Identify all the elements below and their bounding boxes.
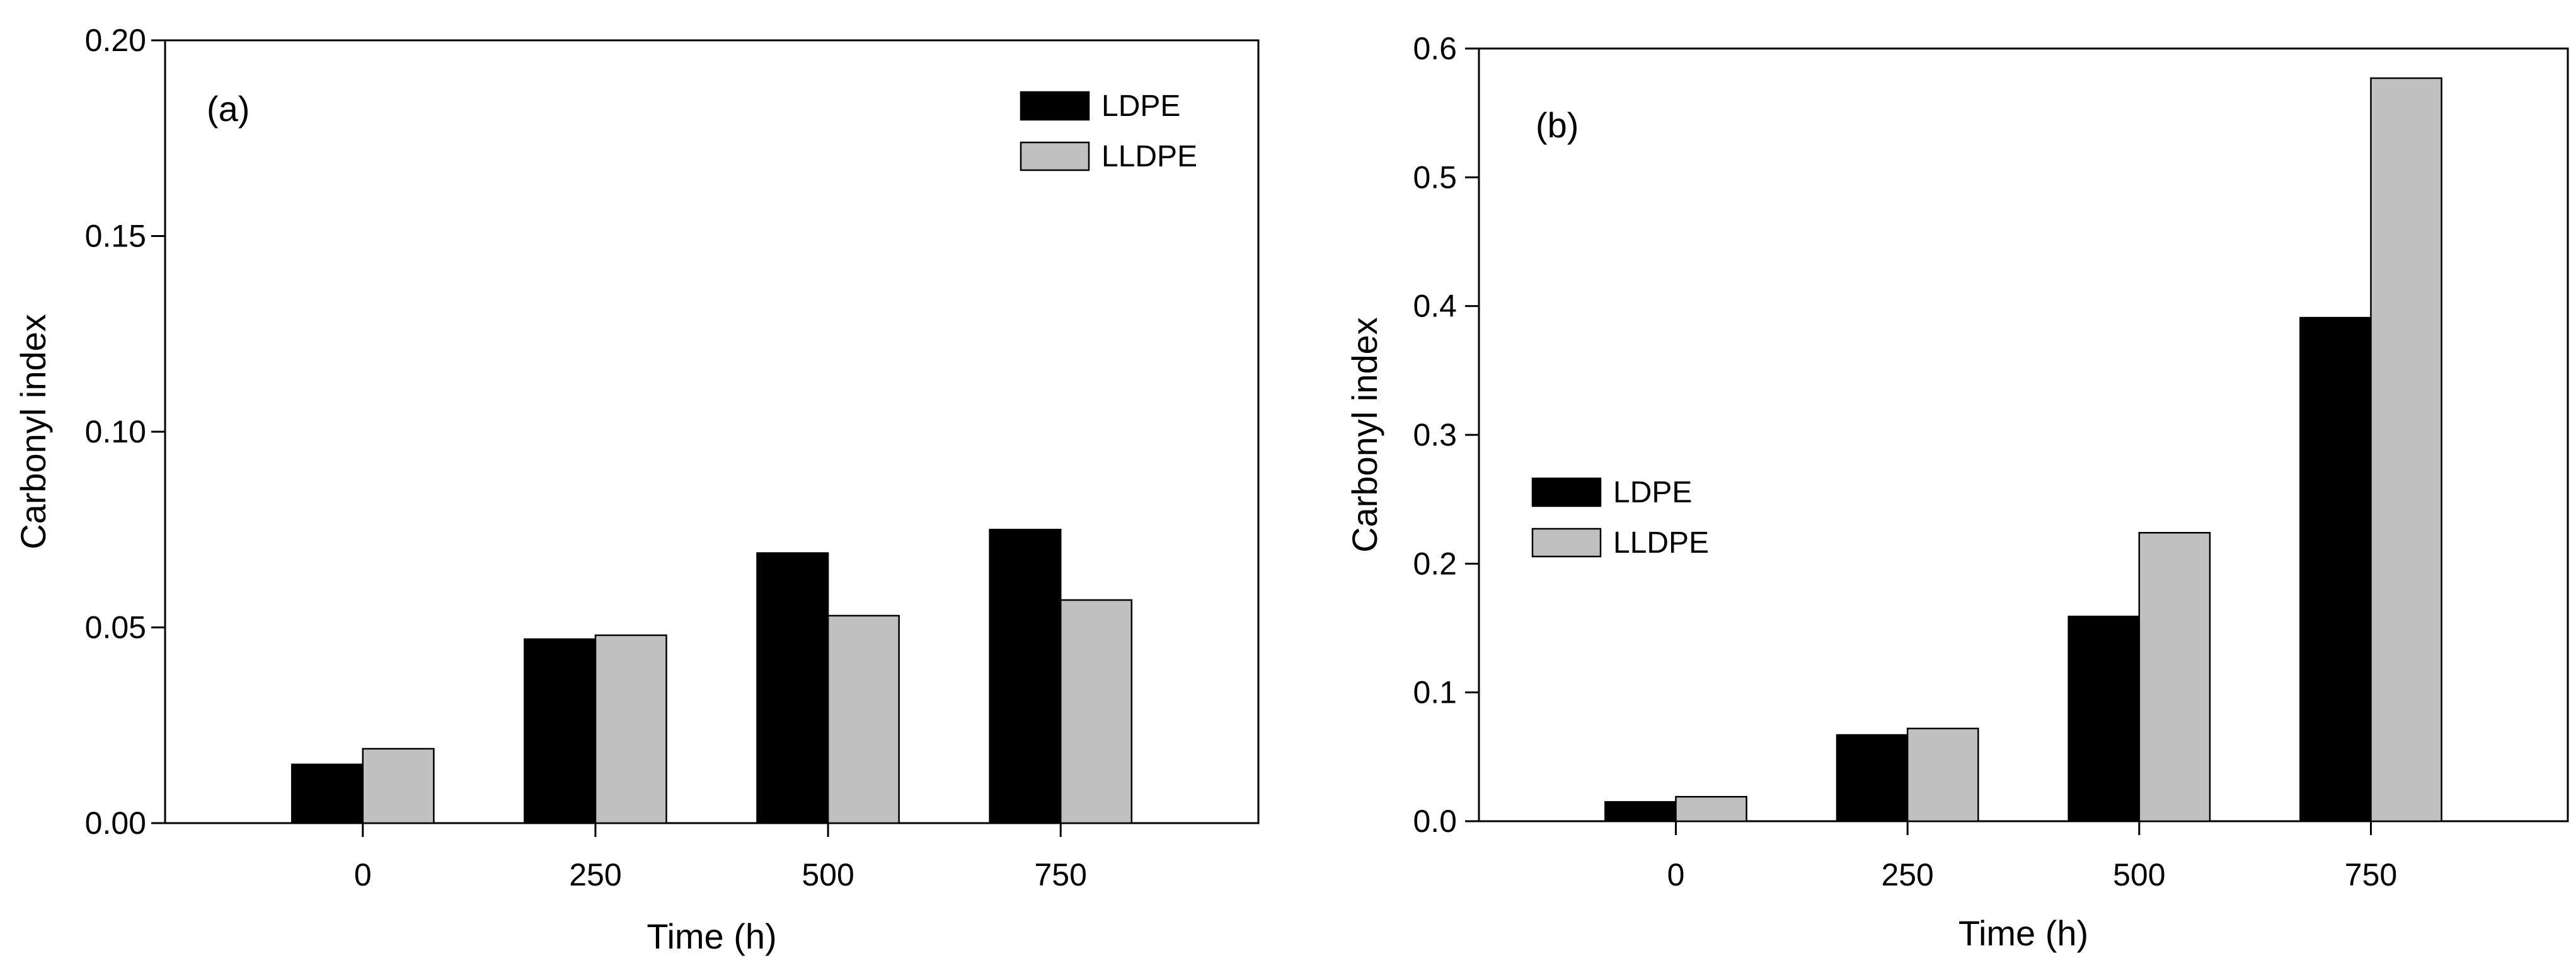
x-tick-label: 0 [354,857,372,892]
legend-swatch-ldpe [1020,91,1090,121]
y-tick-label: 0.6 [1413,31,1457,66]
bar-ldpe-0 [290,763,364,824]
legend-label-lldpe: LLDPE [1101,140,1197,173]
x-tick-label: 500 [802,857,854,892]
bar-ldpe-750 [2299,316,2372,822]
x-axis-title: Time (h) [647,916,776,956]
x-tick-label: 500 [2113,857,2165,892]
legend-swatch-lldpe [1020,141,1090,171]
legend-label-ldpe: LDPE [1101,89,1180,123]
y-tick-label: 0.5 [1413,159,1457,195]
bar-lldpe-0 [1675,795,1747,822]
legend: LDPE LLDPE [1531,476,1709,560]
bar-lldpe-500 [827,614,900,824]
y-tick-label: 0.20 [85,23,146,58]
panel-label: (a) [207,89,250,129]
y-tick-label: 0.05 [85,610,146,645]
bar-ldpe-0 [1604,801,1677,822]
y-tick-label: 0.3 [1413,417,1457,453]
x-tick-label: 750 [1035,857,1087,892]
x-tick-label: 250 [1881,857,1933,892]
bar-ldpe-500 [2067,615,2141,822]
x-axis-title: Time (h) [1958,913,2088,953]
bar-lldpe-750 [2370,77,2442,822]
legend-swatch-ldpe [1531,477,1602,507]
bar-lldpe-0 [362,747,435,824]
bar-lldpe-250 [594,634,667,824]
bar-lldpe-500 [2138,532,2211,822]
x-tick-label: 0 [1667,857,1685,892]
bar-ldpe-250 [524,638,597,824]
bar-lldpe-250 [1906,727,1979,822]
y-tick-label: 0.15 [85,219,146,254]
x-tick-label: 250 [569,857,621,892]
y-tick-label: 0.1 [1413,675,1457,710]
bar-ldpe-750 [989,529,1062,824]
bar-ldpe-500 [756,552,829,824]
y-tick-label: 0.4 [1413,289,1457,324]
chart-panel-b: 0.0 0.1 0.2 0.3 0.4 0.5 0.6 0 250 500 750 Time (h) C… [1345,31,2569,953]
legend: LDPE LLDPE [1020,89,1197,173]
bar-lldpe-750 [1059,599,1133,824]
bar-ldpe-250 [1836,734,1909,822]
legend-label-lldpe: LLDPE [1613,526,1709,560]
legend-swatch-lldpe [1531,528,1602,558]
x-tick-label: 750 [2345,857,2397,892]
y-tick-label: 0.10 [85,414,146,449]
y-tick-label: 0.2 [1413,546,1457,581]
y-axis-title: Carbonyl index [1345,317,1384,553]
y-tick-label: 0.0 [1413,804,1457,839]
legend-label-ldpe: LDPE [1613,476,1692,509]
y-tick-label: 0.00 [85,805,146,841]
y-axis-title: Carbonyl index [13,314,53,550]
panel-label: (b) [1536,105,1578,145]
chart-panel-a: 0.00 0.05 0.10 0.15 0.20 0 250 500 750 Time (h) Ca… [13,23,1260,956]
